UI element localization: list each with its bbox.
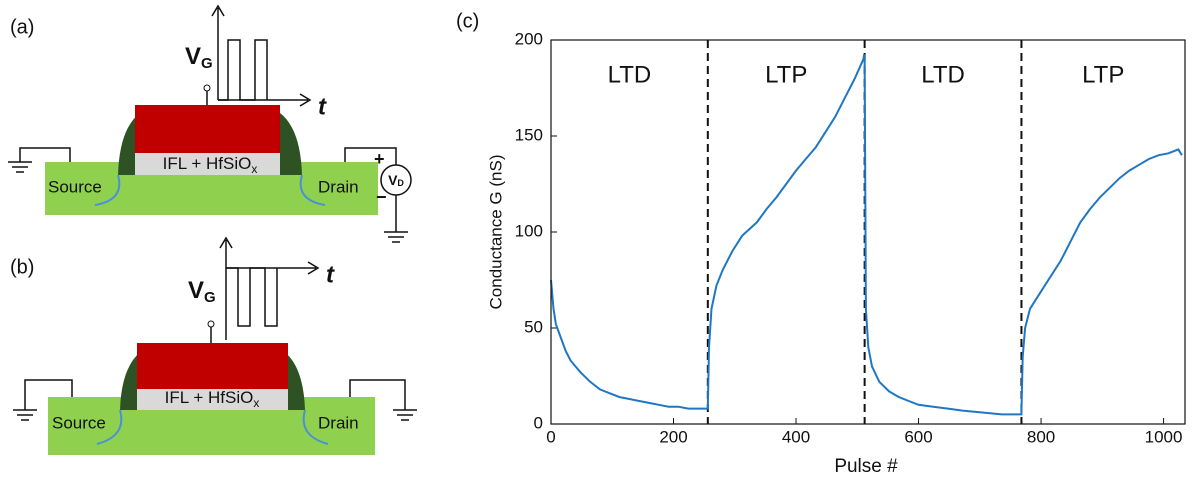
minus: − xyxy=(376,187,387,207)
drain-label: Drain xyxy=(318,413,359,432)
plot-frame xyxy=(550,39,1186,425)
panel-label: (c) xyxy=(456,10,479,32)
pulse-train xyxy=(226,267,278,327)
junction xyxy=(96,409,123,445)
x-tick-label: 600 xyxy=(904,427,932,446)
time-label: t xyxy=(318,93,327,120)
junction xyxy=(302,409,329,445)
drain-label: Drain xyxy=(318,177,359,196)
wire xyxy=(24,379,73,410)
source-label: Source xyxy=(52,413,106,432)
oxide xyxy=(135,153,280,175)
voltage-source xyxy=(380,164,412,196)
pulse-train xyxy=(218,39,268,101)
plus: + xyxy=(374,149,385,169)
wire xyxy=(19,147,71,162)
oxide xyxy=(137,389,288,410)
panel-b: (b) IFL + HfSiOx Source Drain VG t xyxy=(10,236,418,455)
vg-label: VG xyxy=(188,277,216,306)
x-tick-label: 400 xyxy=(782,427,810,446)
x-axis-label: Pulse # xyxy=(834,456,898,477)
region-label: LTD xyxy=(921,61,965,88)
y-axis-label: Conductance G (nS) xyxy=(486,155,505,310)
y-tick-label: 100 xyxy=(515,221,543,240)
wire xyxy=(349,379,406,410)
pulse-axes xyxy=(211,4,312,107)
y-tick-label: 50 xyxy=(524,317,543,336)
source-label: Source xyxy=(48,177,102,196)
y-tick-label: 200 xyxy=(515,29,543,48)
junction xyxy=(94,174,121,206)
oxide-label: IFL + HfSiOx xyxy=(165,388,260,410)
vg-label: VG xyxy=(185,43,213,72)
oxide-label: IFL + HfSiOx xyxy=(163,154,258,176)
region-label: LTD xyxy=(608,61,652,88)
region-label: LTP xyxy=(765,61,807,88)
panel-label: (a) xyxy=(10,16,34,38)
x-tick-label: 0 xyxy=(546,427,555,446)
wire xyxy=(344,147,397,232)
panel-a: (a) IFL + HfSiOx Source Drain VD + − VG … xyxy=(7,4,412,243)
y-tick-label: 0 xyxy=(534,413,543,432)
data-line xyxy=(550,54,1183,416)
y-tick-label: 150 xyxy=(515,125,543,144)
x-tick-label: 1000 xyxy=(1145,427,1183,446)
x-tick-label: 200 xyxy=(659,427,687,446)
panel-label: (b) xyxy=(10,256,34,278)
gate xyxy=(135,105,280,153)
x-tick-label: 800 xyxy=(1027,427,1055,446)
junction xyxy=(299,174,326,206)
region-label: LTP xyxy=(1082,61,1124,88)
time-label: t xyxy=(326,261,335,288)
pulse-axes xyxy=(219,236,320,340)
vd-label: VD xyxy=(388,172,404,189)
gate xyxy=(137,343,288,389)
